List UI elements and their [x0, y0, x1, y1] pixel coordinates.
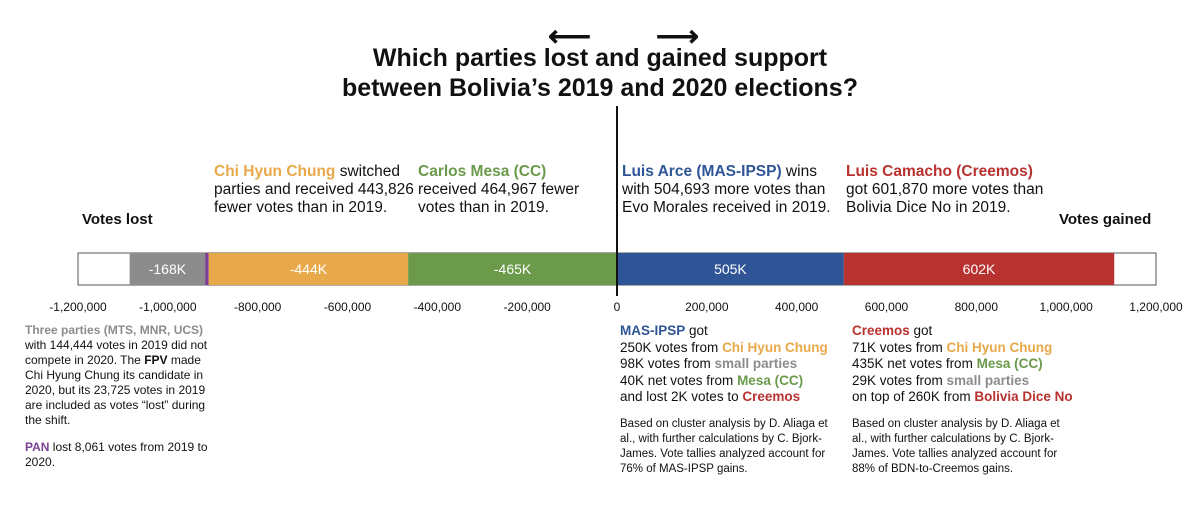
annotation-mesa: Carlos Mesa (CC) received 464,967 fewer … — [418, 163, 608, 217]
three-parties-text-2: made Chi Hyung Chung its candidate in 20… — [25, 353, 206, 427]
creemos-line4-text: on top of 260K from — [852, 389, 975, 404]
annotation-arce-name: Luis Arce (MAS-IPSP) — [622, 163, 782, 180]
creemos-line4-source: Bolivia Dice No — [974, 389, 1073, 404]
x-tick-label: 200,000 — [685, 300, 729, 314]
creemos-line3-text: 29K votes from — [852, 372, 947, 388]
annotation-arce: Luis Arce (MAS-IPSP) wins with 504,693 m… — [622, 163, 832, 217]
mas-source-note: Based on cluster analysis by D. Aliaga e… — [620, 418, 828, 475]
annotation-mesa-name: Carlos Mesa (CC) — [418, 163, 547, 180]
bar-label-2: -444K — [290, 261, 328, 277]
left-note-three-parties: Three parties (MTS, MNR, UCS) with 144,4… — [25, 323, 215, 428]
pan-text: lost 8,061 votes from 2019 to 2020. — [25, 440, 208, 469]
creemos-line2-source: Mesa (CC) — [976, 356, 1043, 371]
annotation-camacho-text: got 601,870 more votes than Bolivia Dice… — [846, 181, 1044, 216]
mas-line4-text: and lost 2K votes to — [620, 389, 743, 404]
creemos-line3-source: small parties — [946, 372, 1030, 388]
votes-lost-label: Votes lost — [82, 211, 153, 228]
right-arrow-icon: ⟶ — [656, 20, 700, 53]
bar-label-4: 505K — [714, 261, 747, 277]
creemos-line2-text: 435K net votes from — [852, 356, 977, 371]
bar-segment-0 — [129, 253, 206, 285]
bar-label-5: 602K — [963, 261, 996, 277]
creemos-line1-text: 71K votes from — [852, 339, 947, 355]
creemos-gains-block: Creemos got 71K votes from Chi Hyun Chun… — [852, 323, 1082, 406]
three-parties-bold: Three parties (MTS, MNR, UCS) — [25, 323, 204, 337]
mas-line2-text: 98K votes from — [620, 356, 715, 371]
votes-gained-label: Votes gained — [1059, 211, 1152, 228]
x-tick-label: 1,000,000 — [1039, 300, 1093, 314]
pan-label: PAN — [25, 440, 50, 454]
annotation-mesa-text: received 464,967 fewer votes than in 201… — [418, 181, 580, 216]
left-arrow-icon: ⟵ — [548, 20, 592, 53]
mas-line1-text: 250K votes from — [620, 339, 723, 355]
chart-title-line2: between Bolivia’s 2019 and 2020 election… — [342, 74, 858, 102]
bar-segment-3 — [408, 253, 617, 285]
mas-line2-source: small parties — [714, 356, 798, 371]
x-tick-label: -200,000 — [503, 300, 551, 314]
bar-segment-1 — [205, 253, 209, 285]
mas-gains-block: MAS-IPSP got 250K votes from Chi Hyun Ch… — [620, 323, 840, 406]
x-tick-label: -800,000 — [234, 300, 282, 314]
mas-line3-text: 40K net votes from — [620, 372, 738, 388]
x-tick-label: 0 — [614, 300, 621, 314]
creemos-head-rest: got — [909, 323, 933, 338]
fpv-label: FPV — [144, 353, 168, 367]
x-tick-label: -400,000 — [414, 300, 462, 314]
mas-line4-source: Creemos — [742, 389, 801, 404]
x-tick-label: -1,000,000 — [139, 300, 197, 314]
three-parties-text-1: with 144,444 votes in 2019 did not compe… — [25, 338, 208, 367]
x-tick-label: 800,000 — [955, 300, 999, 314]
annotation-chung: Chi Hyun Chung switched parties and rece… — [214, 163, 414, 217]
creemos-head: Creemos — [852, 323, 910, 338]
bar-segment-5 — [843, 253, 1115, 285]
mas-head-rest: got — [685, 323, 708, 338]
mas-line3-source: Mesa (CC) — [737, 372, 804, 388]
x-tick-label: 400,000 — [775, 300, 819, 314]
mas-line1-source: Chi Hyun Chung — [722, 339, 828, 355]
x-tick-label: 600,000 — [865, 300, 909, 314]
x-tick-label: -600,000 — [324, 300, 372, 314]
bar-label-0: -168K — [149, 261, 187, 277]
left-note-pan: PAN lost 8,061 votes from 2019 to 2020. — [25, 440, 215, 470]
annotation-chung-name: Chi Hyun Chung — [214, 163, 336, 180]
creemos-line1-source: Chi Hyun Chung — [946, 339, 1053, 355]
bar-label-3: -465K — [494, 261, 532, 277]
creemos-source-note: Based on cluster analysis by D. Aliaga e… — [852, 418, 1060, 475]
annotation-arce-text: wins with 504,693 more votes than Evo Mo… — [622, 163, 831, 216]
x-tick-label: 1,200,000 — [1129, 300, 1183, 314]
x-tick-label: -1,200,000 — [49, 300, 107, 314]
annotation-camacho-name: Luis Camacho (Creemos) — [846, 163, 1033, 180]
annotation-camacho: Luis Camacho (Creemos) got 601,870 more … — [846, 163, 1046, 217]
bar-segment-4 — [617, 253, 844, 285]
annotation-chung-text: switched parties and received 443,826 fe… — [214, 163, 414, 216]
chart-title-line1: Which parties lost and gained support — [372, 44, 828, 72]
bar-segment-2 — [208, 253, 409, 285]
mas-head: MAS-IPSP — [620, 323, 686, 338]
